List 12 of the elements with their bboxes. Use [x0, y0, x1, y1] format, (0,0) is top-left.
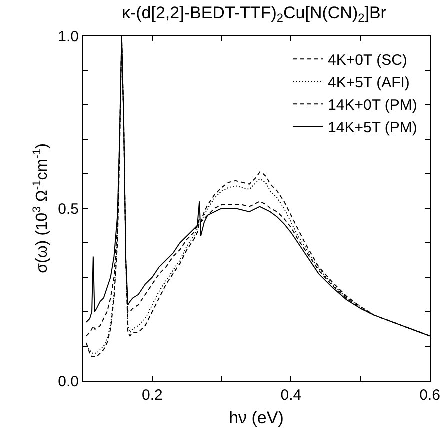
y-tick-label: 1.0: [58, 28, 79, 46]
x-axis-title: hν (eV): [229, 408, 284, 428]
x-tick-label: 0.4: [280, 387, 302, 404]
y-tick-label: 0.5: [58, 200, 79, 218]
legend-label: 4K+5T (AFI): [328, 74, 410, 92]
legend-label: 4K+0T (SC): [328, 52, 408, 69]
chart-title: κ-(d[2,2]-BEDT-TTF)$_{2}$Cu[N(CN)$_{2}$]Br: [122, 4, 387, 26]
legend-label: 14K+0T (PM): [328, 97, 418, 114]
y-tick-label: 0.0: [58, 373, 79, 390]
legend-label: 14K+5T (PM): [328, 120, 418, 136]
x-tick-label: 0.6: [420, 387, 440, 404]
x-tick-label: 0.2: [142, 387, 163, 404]
